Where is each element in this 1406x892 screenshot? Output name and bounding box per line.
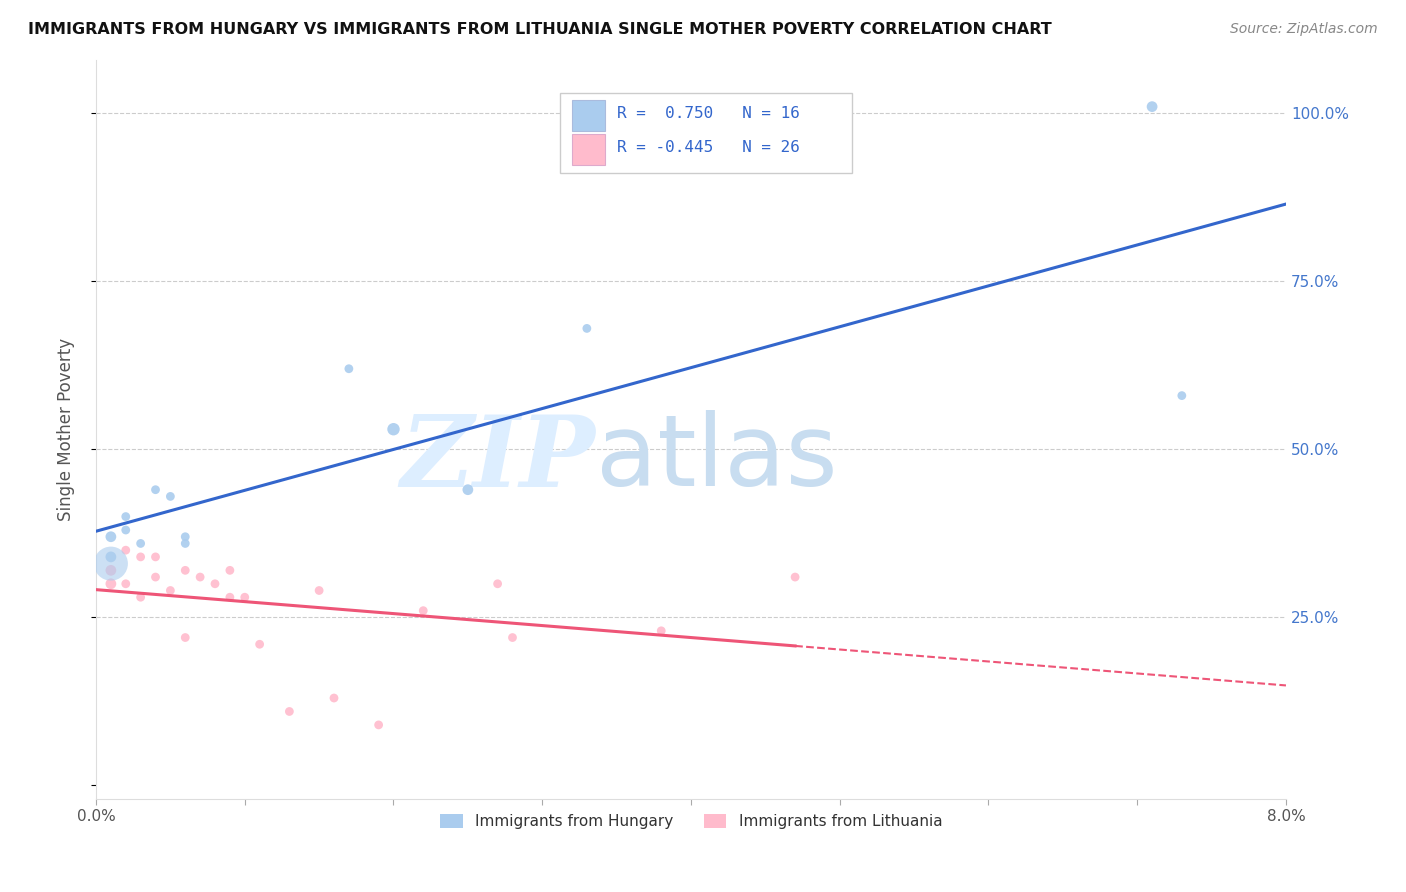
Text: Source: ZipAtlas.com: Source: ZipAtlas.com (1230, 22, 1378, 37)
Point (129, 591, 152, 605)
Point (145, 549, 167, 564)
Point (145, 570, 167, 584)
Point (486, 576, 509, 591)
Point (457, 483, 479, 497)
Legend: Immigrants from Hungary, Immigrants from Lithuania: Immigrants from Hungary, Immigrants from… (433, 808, 949, 836)
Text: R =  0.750   N = 16: R = 0.750 N = 16 (617, 106, 800, 121)
Point (575, 321, 598, 335)
Point (174, 631, 197, 645)
Point (367, 718, 389, 732)
Point (114, 509, 136, 524)
Point (145, 483, 167, 497)
Point (174, 563, 197, 577)
Point (129, 536, 152, 550)
Text: ZIP: ZIP (401, 410, 596, 507)
FancyBboxPatch shape (572, 135, 606, 165)
Text: IMMIGRANTS FROM HUNGARY VS IMMIGRANTS FROM LITHUANIA SINGLE MOTHER POVERTY CORRE: IMMIGRANTS FROM HUNGARY VS IMMIGRANTS FR… (28, 22, 1052, 37)
Point (188, 570, 211, 584)
Point (219, 563, 242, 577)
Point (114, 523, 136, 537)
Point (650, 624, 672, 638)
Point (249, 637, 271, 651)
Point (204, 576, 226, 591)
Point (174, 536, 197, 550)
Point (785, 570, 807, 584)
Point (174, 530, 197, 544)
Point (100, 549, 122, 564)
Point (114, 543, 136, 558)
Point (337, 361, 360, 376)
FancyBboxPatch shape (560, 93, 852, 173)
Point (219, 591, 242, 605)
Point (308, 583, 330, 598)
Point (159, 583, 181, 598)
Point (1140, 100, 1163, 114)
Point (278, 705, 301, 719)
Point (100, 563, 122, 577)
Point (323, 691, 346, 706)
Point (114, 576, 136, 591)
Text: R = -0.445   N = 26: R = -0.445 N = 26 (617, 140, 800, 155)
Point (129, 549, 152, 564)
Text: atlas: atlas (596, 410, 838, 508)
Point (100, 530, 122, 544)
Point (233, 591, 256, 605)
Y-axis label: Single Mother Poverty: Single Mother Poverty (58, 338, 75, 521)
Point (100, 557, 122, 571)
FancyBboxPatch shape (572, 100, 606, 131)
Point (412, 604, 434, 618)
Point (159, 490, 181, 504)
Point (382, 422, 405, 436)
Point (1171, 389, 1194, 403)
Point (100, 576, 122, 591)
Point (502, 631, 524, 645)
